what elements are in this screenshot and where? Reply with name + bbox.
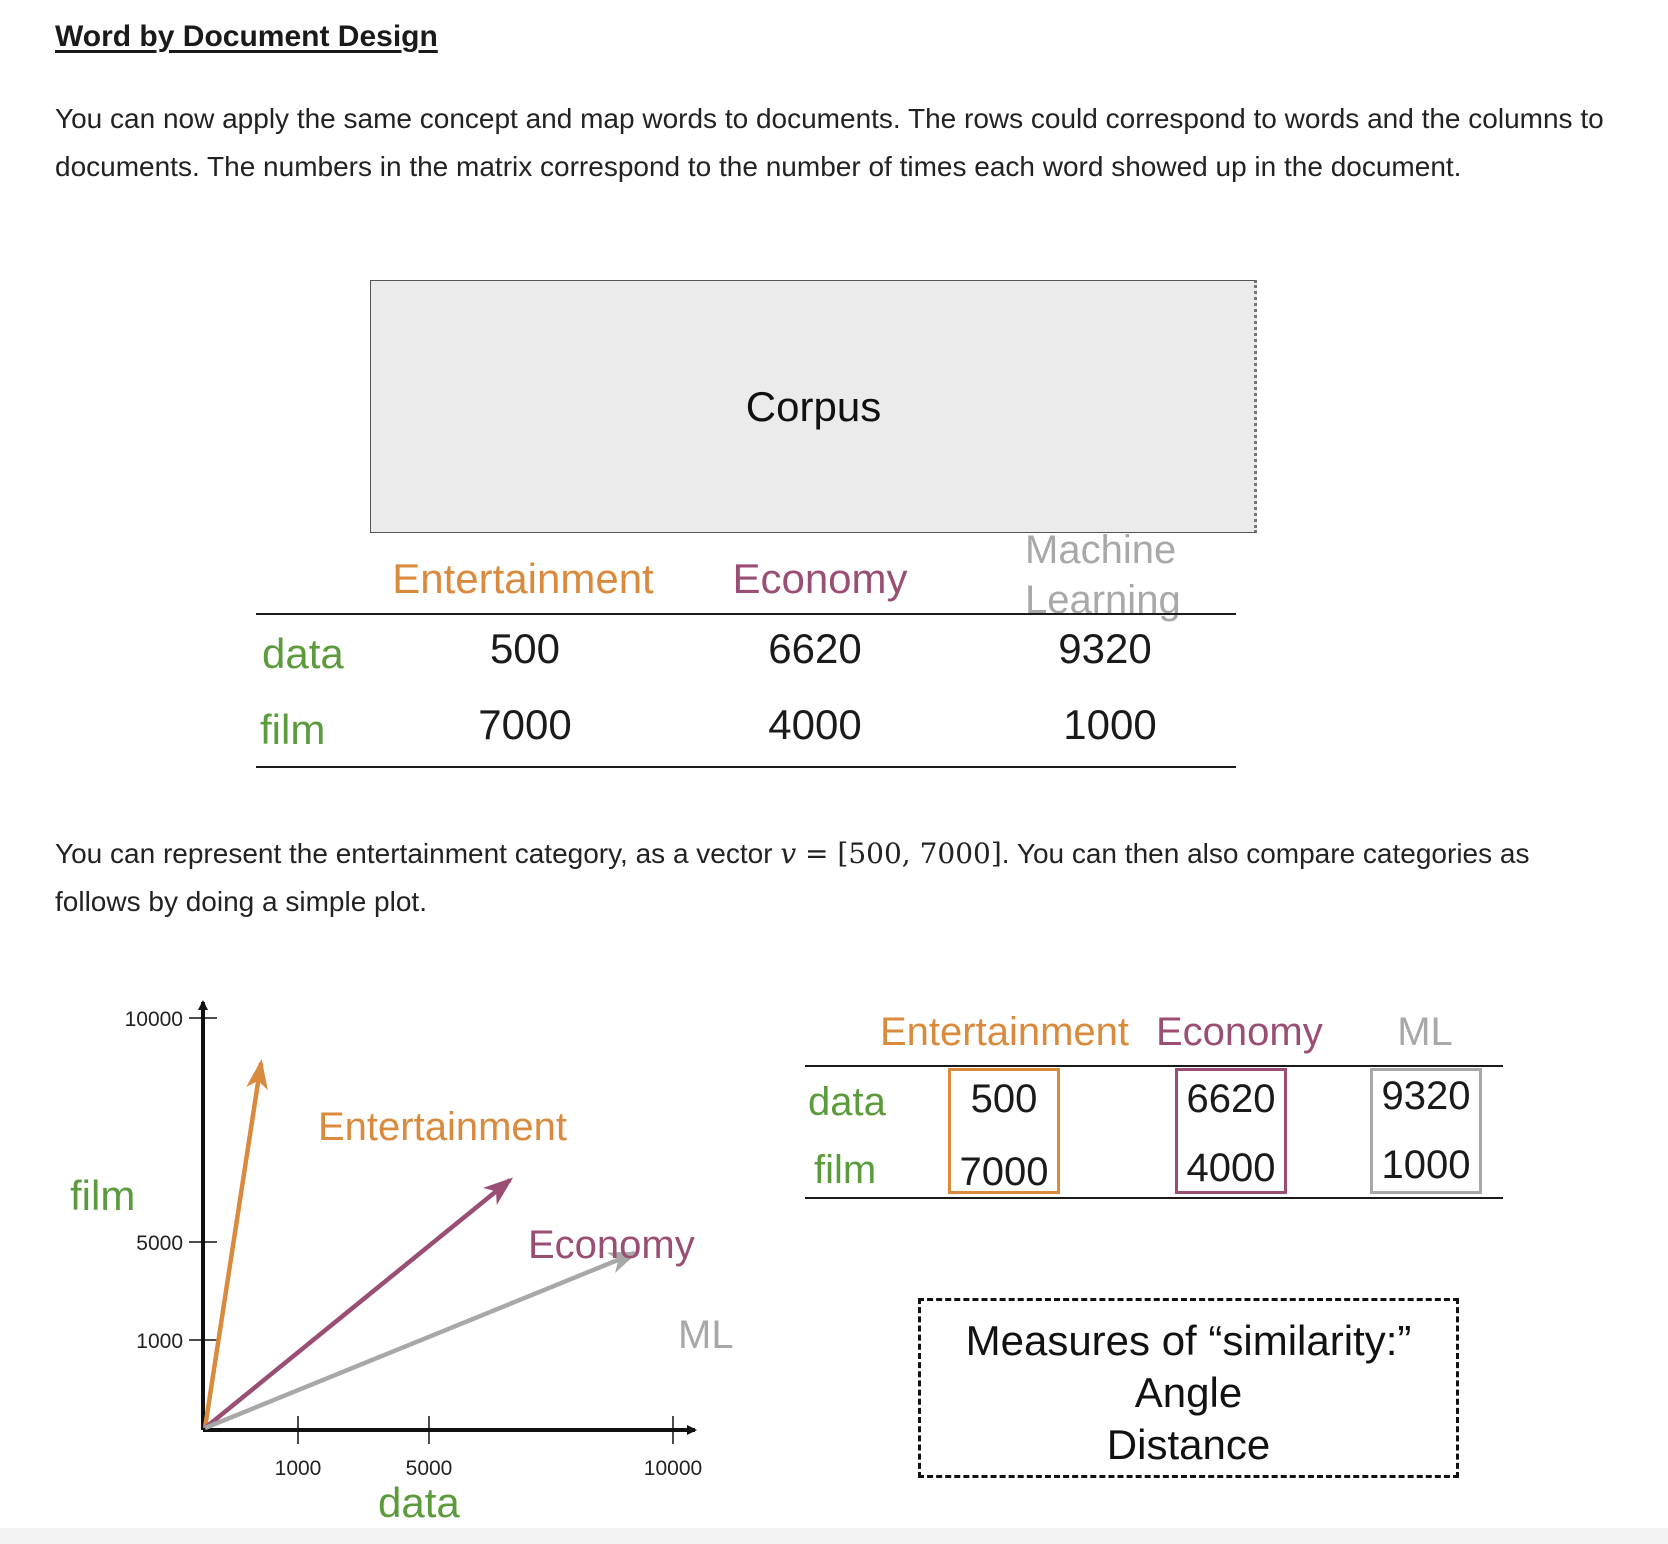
- cell-film-economy: 4000: [768, 701, 862, 748]
- cell-data-economy: 6620: [768, 625, 862, 672]
- math-variable: v: [780, 837, 797, 870]
- x-tick-label: 1000: [275, 1457, 322, 1480]
- corpus-box: [370, 280, 1257, 533]
- vector-entertainment: [202, 1059, 268, 1429]
- vector-economy: [203, 1177, 514, 1430]
- right-col-header-economy: Economy: [1156, 1010, 1323, 1054]
- y-tick-label: 1000: [136, 1330, 183, 1353]
- x-axis-label: data: [378, 1479, 460, 1526]
- vector-plot: 1000 5000 10000 1000 5000 10000 film data Ent…: [70, 1000, 734, 1526]
- cell-data-entertainment: 500: [489, 625, 561, 672]
- right-row-label-film: film: [814, 1148, 877, 1192]
- column-header-machine-learning: Machine Learning: [1025, 528, 1181, 622]
- right-table-top-rule: [805, 1065, 1503, 1067]
- y-axis-label: film: [70, 1172, 135, 1219]
- vector-text-after: . You can then also compare categories a…: [55, 838, 1530, 917]
- economy-column-box: [1175, 1068, 1287, 1194]
- row-label-data: data: [262, 630, 344, 677]
- vector-label-entertainment: Entertainment: [318, 1105, 567, 1149]
- entertainment-column-box: [948, 1068, 1060, 1194]
- vector-text-before: You can represent the entertainment cate…: [55, 838, 781, 869]
- right-table-bottom-rule: [805, 1197, 1503, 1199]
- column-header-entertainment: Entertainment: [392, 555, 654, 602]
- bottom-bar: [0, 1528, 1668, 1544]
- right-cell-film-ml: 1000: [1381, 1143, 1471, 1187]
- right-cell-film-economy: 4000: [1186, 1146, 1276, 1190]
- cell-data-ml: 9320: [1058, 625, 1152, 672]
- y-tick-label: 5000: [136, 1232, 183, 1255]
- right-cell-data-ml: 9320: [1381, 1074, 1471, 1118]
- vector-label-economy: Economy: [528, 1223, 695, 1267]
- column-header-economy: Economy: [732, 555, 908, 602]
- vector-label-ml: ML: [678, 1313, 734, 1357]
- vector-ml: [204, 1250, 639, 1431]
- cell-film-ml: 1000: [1063, 701, 1157, 748]
- intro-paragraph: You can now apply the same concept and m…: [55, 103, 1604, 182]
- right-cell-data-entertainment: 500: [970, 1077, 1038, 1121]
- cell-film-entertainment: 7000: [478, 701, 572, 748]
- y-tick-label: 10000: [125, 1008, 183, 1031]
- section-heading: Word by Document Design: [55, 20, 438, 53]
- similarity-title: Measures of “similarity:”: [965, 1317, 1412, 1364]
- math-equals: =: [796, 837, 838, 870]
- ml-column-box: [1370, 1068, 1482, 1194]
- right-col-header-entertainment: Entertainment: [880, 1010, 1130, 1054]
- right-cell-film-entertainment: 7000: [959, 1150, 1049, 1194]
- plot-vectors: [202, 1059, 639, 1431]
- vector-paragraph: You can represent the entertainment cate…: [55, 830, 1615, 926]
- table-top-rule: [256, 613, 1236, 615]
- right-col-header-ml: ML: [1397, 1010, 1453, 1054]
- table-bottom-rule: [256, 766, 1236, 768]
- right-row-label-data: data: [808, 1080, 886, 1124]
- x-tick-label: 10000: [644, 1457, 702, 1480]
- similarity-measures-box: Measures of “similarity:” Angle Distance: [918, 1298, 1459, 1478]
- similarity-item-distance: Distance: [1106, 1421, 1271, 1468]
- vector-math: v = [500, 7000]: [780, 837, 1001, 870]
- plot-axes: [189, 1000, 697, 1444]
- right-cell-data-economy: 6620: [1186, 1077, 1276, 1121]
- x-tick-label: 5000: [406, 1457, 453, 1480]
- corpus-label: Corpus: [745, 383, 882, 430]
- similarity-item-angle: Angle: [1134, 1369, 1243, 1416]
- row-label-film: film: [260, 706, 326, 753]
- plot-tick-labels: 1000 5000 10000 1000 5000 10000: [125, 1008, 703, 1480]
- math-vector: [500, 7000]: [837, 837, 1002, 870]
